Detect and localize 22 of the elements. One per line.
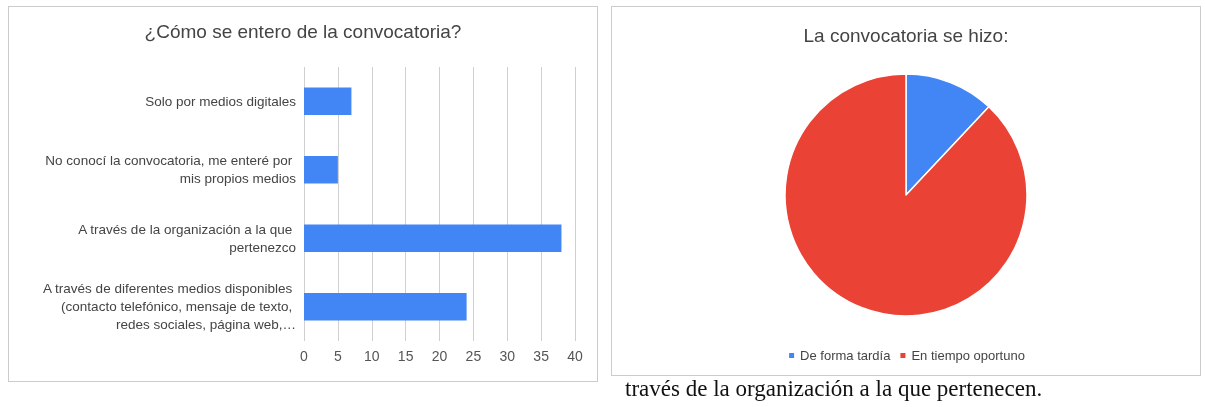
text: través de la organización a la que pertenecen. [625,376,1043,402]
bar [304,156,338,184]
x-tick-label: 35 [533,348,550,364]
y-tick-label: A través de la organización a la que pertenezco [78,221,296,255]
x-tick-label: 30 [499,348,516,364]
x-tick-label: 10 [363,348,380,364]
x-tick-label: 5 [333,348,342,364]
bar [304,293,467,321]
bar [304,87,352,115]
chart-title: ¿Cómo se entero de la convocatoria? [144,21,462,42]
legend-label: De forma tardía [800,348,892,363]
x-tick-label: 20 [431,348,448,364]
x-tick-label: 15 [397,348,414,364]
bar [304,224,562,252]
chart-title: La convocatoria se hizo: [803,25,1009,46]
legend-label: En tiempo oportuno [911,348,1025,363]
y-tick-label: No conocí la convocatoria, me enteré por mis propios medios [45,153,297,187]
x-tick-label: 40 [567,348,583,364]
x-tick-label: 0 [300,348,309,364]
x-tick-label: 25 [465,348,482,364]
y-tick-label: A través de diferentes medios disponibles (contacto telefónico, mensaje de texto, redes sociales, página web,… [43,281,296,333]
y-tick-label: Solo por medios digitales [145,93,297,109]
